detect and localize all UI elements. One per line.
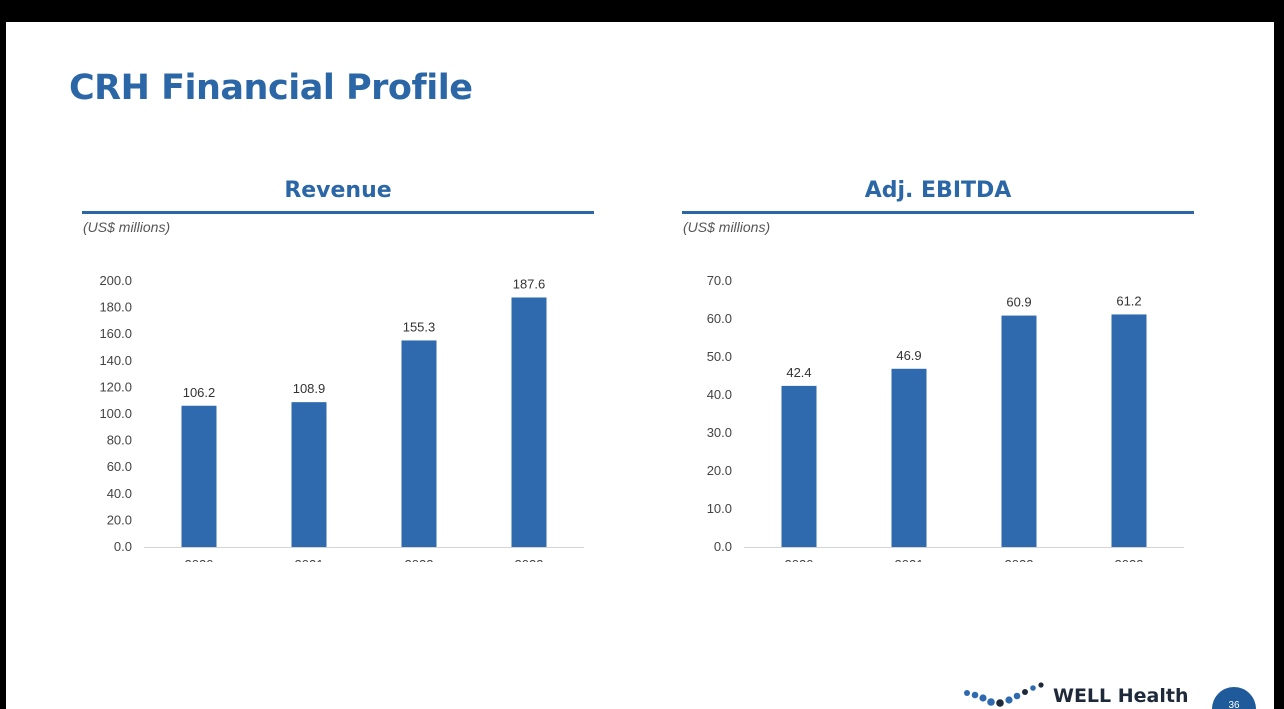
y-tick-label: 60.0 (707, 311, 732, 326)
slide: CRH Financial Profile Revenue (US$ milli… (6, 22, 1274, 709)
y-tick-label: 100.0 (99, 406, 132, 421)
logo-text: WELL Health (1053, 685, 1189, 707)
bar (891, 368, 927, 547)
x-tick-label: 2022 (405, 557, 434, 562)
well-health-logo: WELL Health (961, 677, 1191, 709)
revenue-chart: Revenue (US$ millions) 0.0 20.0 40.0 60.0 80… (82, 172, 594, 562)
bar (181, 405, 217, 547)
data-label: 106.2 (183, 385, 216, 400)
y-tick-label: 200.0 (99, 273, 132, 288)
bar (291, 402, 327, 547)
x-tick-label: 2020 (785, 557, 814, 562)
y-tick-label: 0.0 (714, 539, 732, 554)
logo-dots-icon (964, 682, 1044, 707)
ebitda-chart: Adj. EBITDA (US$ millions) 0.0 10.0 20.0 30… (682, 172, 1194, 562)
y-tick-label: 50.0 (707, 349, 732, 364)
y-tick-label: 10.0 (707, 501, 732, 516)
x-tick-label: 2020 (185, 557, 214, 562)
y-tick-label: 20.0 (707, 463, 732, 478)
bar (1111, 314, 1147, 547)
x-tick-label: 2021 (895, 557, 924, 562)
y-tick-label: 140.0 (99, 353, 132, 368)
data-label: 108.9 (293, 381, 326, 396)
title-rule (82, 211, 594, 214)
y-tick-label: 40.0 (707, 387, 732, 402)
data-label: 60.9 (1006, 295, 1031, 310)
title-rule (682, 211, 1194, 214)
revenue-chart-svg: 0.0 20.0 40.0 60.0 80.0 100.0 120.0 140.0 160.0 1… (99, 273, 584, 562)
x-tick-label: 2022 (1005, 557, 1034, 562)
data-label: 42.4 (786, 365, 811, 380)
data-label: 46.9 (896, 348, 921, 363)
ebitda-chart-svg: 0.0 10.0 20.0 30.0 40.0 50.0 60.0 70.0 42.4 2020 4… (707, 273, 1184, 562)
chart-title: Adj. EBITDA (864, 178, 1012, 203)
x-tick-label: 2023 (515, 557, 544, 562)
y-tick-label: 0.0 (114, 539, 132, 554)
y-tick-label: 180.0 (99, 300, 132, 315)
y-tick-label: 160.0 (99, 326, 132, 341)
y-tick-label: 120.0 (99, 379, 132, 394)
y-tick-label: 40.0 (107, 486, 132, 501)
data-label: 155.3 (403, 319, 436, 334)
bar (1001, 315, 1037, 547)
y-tick-label: 60.0 (107, 459, 132, 474)
chart-title: Revenue (284, 178, 392, 203)
unit-note: (US$ millions) (683, 219, 771, 235)
y-tick-label: 30.0 (707, 425, 732, 440)
page-title: CRH Financial Profile (69, 68, 473, 108)
bar (401, 340, 437, 547)
page-number-badge: 36 (1212, 687, 1256, 709)
y-tick-label: 20.0 (107, 512, 132, 527)
y-tick-label: 80.0 (107, 433, 132, 448)
x-tick-label: 2023 (1115, 557, 1144, 562)
data-label: 61.2 (1116, 293, 1141, 308)
unit-note: (US$ millions) (83, 219, 171, 235)
y-tick-label: 70.0 (707, 273, 732, 288)
x-tick-label: 2021 (295, 557, 324, 562)
bar (781, 385, 817, 547)
data-label: 187.6 (513, 276, 546, 291)
bar (511, 297, 547, 547)
